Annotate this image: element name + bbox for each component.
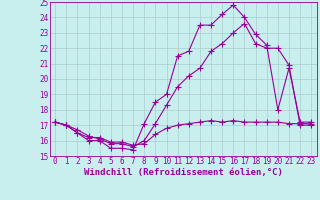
X-axis label: Windchill (Refroidissement éolien,°C): Windchill (Refroidissement éolien,°C) <box>84 168 283 177</box>
